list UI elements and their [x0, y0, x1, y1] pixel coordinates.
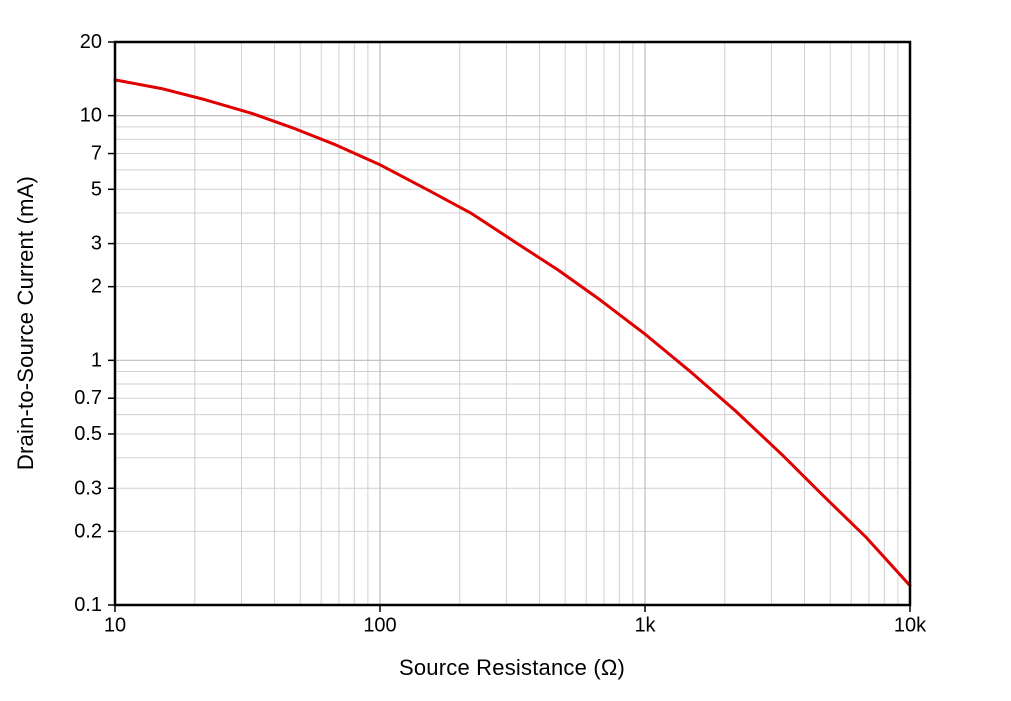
y-tick-label: 0.7	[74, 387, 102, 409]
y-tick-label: 20	[80, 31, 102, 53]
tick-labels: 10 100 1k 10k 20 10 7 5 3 2 1 0.7 0.5 0.3 0.2 0.1	[74, 31, 927, 637]
y-tick-label: 5	[91, 178, 102, 200]
grid-lines-minor	[115, 41, 910, 605]
y-axis-title: Drain-to-Source Current (mA)	[13, 175, 38, 471]
y-tick-label: 10	[80, 105, 102, 127]
x-tick-label: 10	[104, 615, 126, 637]
data-curve	[113, 78, 912, 588]
x-tick-label: 100	[363, 615, 396, 637]
x-tick-label: 1k	[634, 615, 656, 637]
y-tick-label: 0.2	[74, 520, 102, 542]
y-tick-label: 0.3	[74, 477, 102, 499]
plot-area	[115, 42, 910, 605]
x-axis-title: Source Resistance (Ω)	[398, 655, 626, 680]
y-tick-label: 0.5	[74, 423, 102, 445]
x-tick-label: 10k	[894, 615, 927, 637]
y-tick-label: 2	[91, 276, 102, 298]
y-tick-label: 7	[91, 143, 102, 165]
tick-marks	[108, 41, 911, 612]
y-tick-label: 0.1	[74, 594, 102, 616]
plot-border	[113, 40, 912, 607]
y-tick-label: 3	[91, 233, 102, 255]
y-tick-label: 1	[91, 349, 102, 371]
